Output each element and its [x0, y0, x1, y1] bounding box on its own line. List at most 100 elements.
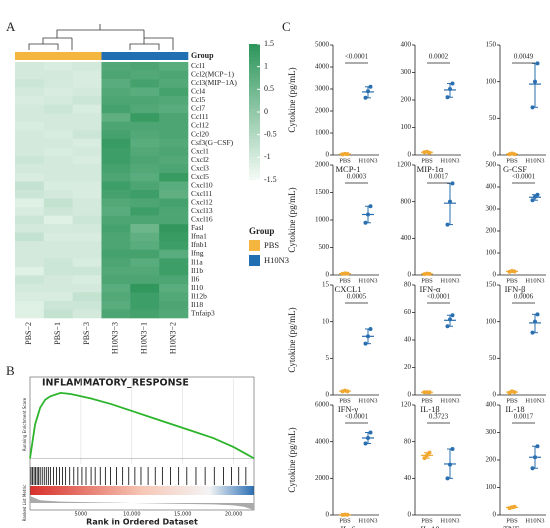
plot-frame [29, 376, 255, 511]
plot-name: TNF-α [503, 524, 527, 528]
heatmap-cell [72, 113, 102, 123]
y-tick-label: 0 [326, 271, 330, 279]
row-label: Cxcl3 [191, 163, 209, 172]
heatmap-cell [43, 292, 73, 302]
row-label: Ifnb1 [191, 240, 207, 249]
heatmap-cell [101, 198, 131, 208]
p-value: 0.0006 [514, 293, 534, 301]
heatmap-cell [159, 300, 189, 310]
heatmap-cell [72, 283, 102, 293]
heatmap-cell [130, 232, 160, 242]
data-point [530, 330, 535, 335]
y-tick-label: 15 [322, 281, 330, 289]
enrichment-curve [29, 391, 255, 460]
colorbar-step [249, 108, 260, 113]
data-point [363, 341, 368, 346]
data-point [450, 181, 455, 186]
heatmap-cell [130, 215, 160, 225]
y-tick-label: 20 [404, 363, 412, 371]
colorbar-step [249, 139, 260, 143]
colorbar-step [249, 57, 260, 62]
y-tick-label: 150 [486, 41, 497, 49]
colorbar-step [249, 173, 260, 177]
legend-label: H10N3 [264, 255, 289, 265]
y-tick-label: 1500 [315, 188, 330, 196]
heatmap-cell [159, 275, 189, 285]
heatmap-cell [43, 181, 73, 191]
data-point [345, 271, 350, 276]
plot-name: G-CSF [503, 164, 527, 174]
x-tick-label: 5000 [75, 512, 88, 518]
heatmap-cell [130, 155, 160, 165]
heatmap-cell [43, 62, 73, 71]
y-tick-label: 400 [401, 234, 412, 242]
x-tick-label: 15,000 [174, 512, 192, 518]
column-label: PBS−1 [53, 322, 62, 345]
y-tick-label: 1200 [397, 161, 412, 169]
colorbar-step [249, 176, 260, 181]
y-tick-label: 5000 [315, 41, 330, 49]
x-tick-label: H10N3 [358, 157, 377, 164]
heatmap-cell [72, 275, 102, 285]
heatmap-cell [101, 79, 131, 88]
y-axis-label: Cytokine (pg/mL) [287, 67, 297, 132]
heatmap-cell [159, 62, 189, 71]
heatmap-cell [101, 292, 131, 302]
heatmap-cell [15, 70, 45, 80]
x-tick-label: 20,000 [225, 512, 243, 518]
heatmap-cell [43, 138, 73, 148]
heatmap-cell [72, 130, 102, 140]
data-point [533, 455, 537, 460]
data-point [448, 462, 452, 467]
heatmap-cell [159, 121, 189, 131]
y-tick-label: 10 [322, 317, 330, 325]
heatmap-cell [130, 266, 160, 276]
data-point [366, 436, 370, 440]
data-point [363, 220, 368, 225]
y-axis-label: Running Enrichment Score [22, 397, 27, 451]
y-tick-label: 40 [404, 474, 412, 482]
heatmap-cell [72, 172, 102, 182]
row-label: Tnfaip3 [191, 308, 215, 317]
heatmap-cell [101, 147, 131, 157]
data-point [368, 84, 373, 89]
heatmap-cell [72, 258, 102, 268]
row-label: Ccl3(MIP−1A) [191, 78, 237, 87]
p-value: 0.0049 [514, 53, 534, 61]
heatmap-cell [15, 181, 45, 191]
y-tick-label: 0 [326, 151, 330, 159]
y-tick-label: 120 [401, 401, 412, 409]
y-tick-label: 4000 [315, 63, 330, 71]
y-tick-label: 0 [493, 511, 497, 519]
plot-name: MCP-1 [335, 164, 360, 174]
ranked-metric-area [30, 496, 254, 510]
heatmap-cell [72, 164, 102, 174]
plot-name: IFN-α [420, 284, 442, 294]
heatmap-cell [159, 198, 189, 208]
y-tick-label: 0 [326, 391, 330, 399]
row-label: Cxcl16 [191, 215, 213, 224]
heatmap-cell [72, 155, 102, 165]
row-label: Il1a [191, 257, 203, 266]
heatmap-cell [43, 275, 73, 285]
colorbar-step [249, 118, 260, 123]
y-tick-label: 2000 [315, 161, 330, 169]
heatmap-cell [130, 241, 160, 251]
y-tick-label: 5 [326, 354, 330, 362]
heatmap-cell [43, 96, 73, 105]
heatmap-cell [130, 138, 160, 148]
data-point [448, 199, 452, 204]
heatmap-cell [159, 207, 189, 216]
heatmap-cell [15, 104, 45, 114]
data-point [445, 476, 450, 481]
heatmap-cell [159, 164, 189, 174]
colorbar-step [249, 115, 260, 120]
heatmap-cell [159, 104, 189, 114]
group-bar-cell [72, 52, 102, 60]
y-tick-label: 300 [486, 428, 497, 436]
heatmap-cell [15, 275, 45, 285]
legend-label: PBS [264, 240, 279, 250]
heatmap-cell [72, 190, 102, 199]
data-point [345, 389, 350, 394]
data-point [366, 89, 370, 94]
